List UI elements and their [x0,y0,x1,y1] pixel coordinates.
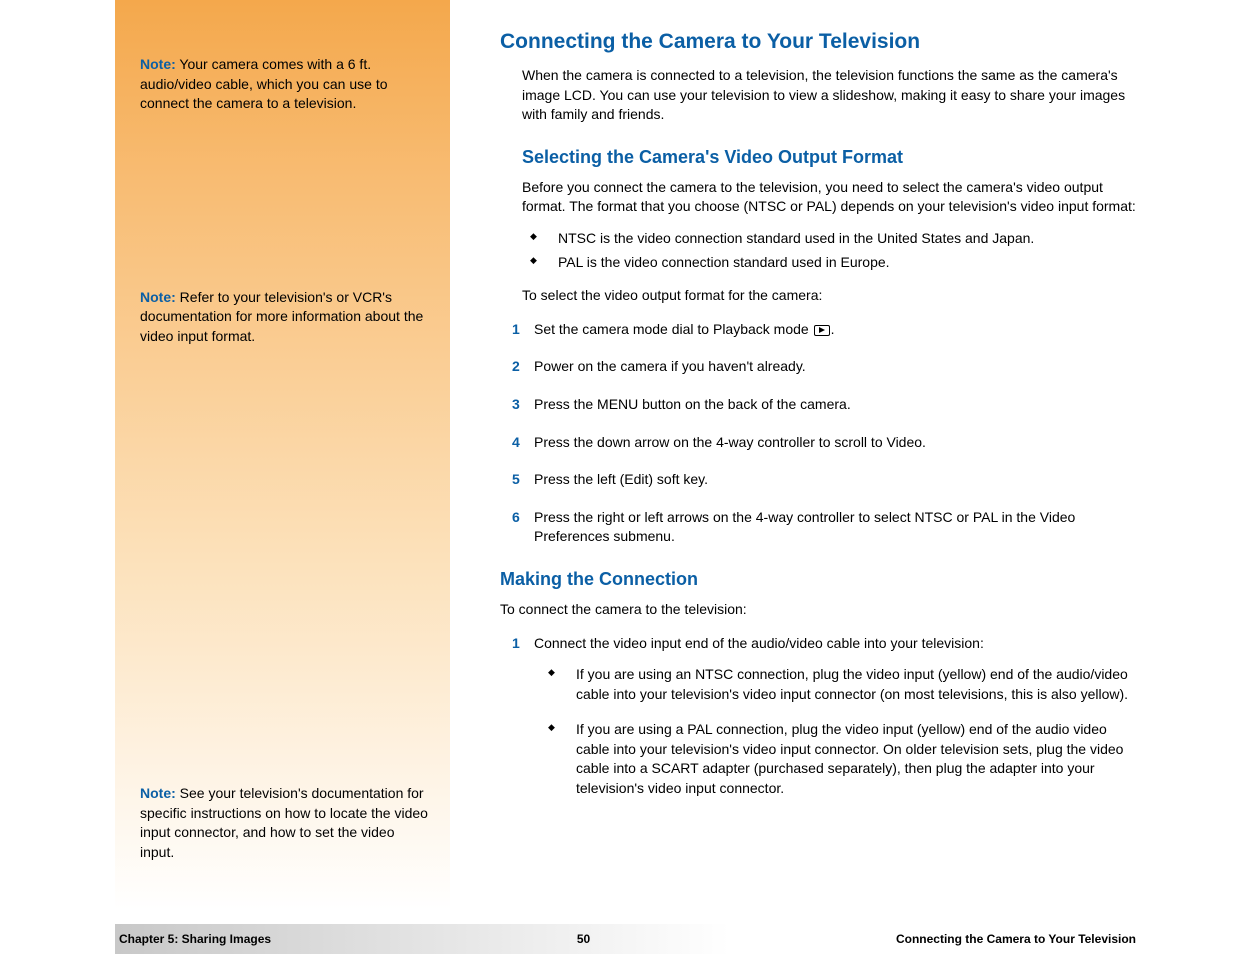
step-5: 5 Press the left (Edit) soft key. [512,470,1140,490]
note-label: Note: [140,289,176,305]
step-number: 3 [512,395,520,415]
note-text: Your camera comes with a 6 ft. audio/vid… [140,56,388,111]
conn-step-1: 1 Connect the video input end of the aud… [512,634,1140,799]
note-text: See your television's documentation for … [140,785,428,860]
intro-paragraph: When the camera is connected to a televi… [522,66,1140,125]
section1-para2: To select the video output format for th… [522,286,1140,306]
main-content: Connecting the Camera to Your Television… [450,0,1235,910]
note-label: Note: [140,785,176,801]
bullet-pal: PAL is the video connection standard use… [530,253,1140,273]
section-heading-connection: Making the Connection [500,569,1140,590]
sidebar-note-1: Note: Your camera comes with a 6 ft. aud… [140,55,430,114]
footer-section-title: Connecting the Camera to Your Television [896,932,1136,946]
step-text-before: Set the camera mode dial to Playback mod… [534,321,813,337]
sidebar: Note: Your camera comes with a 6 ft. aud… [115,0,450,910]
step-number: 1 [512,634,520,654]
step-text: Press the MENU button on the back of the… [534,396,851,412]
sidebar-note-2: Note: Refer to your television's or VCR'… [140,288,430,347]
format-bullet-list: NTSC is the video connection standard us… [530,229,1140,272]
note-text: Refer to your television's or VCR's docu… [140,289,423,344]
step-text: Power on the camera if you haven't alrea… [534,358,806,374]
step-2: 2 Power on the camera if you haven't alr… [512,357,1140,377]
step-3: 3 Press the MENU button on the back of t… [512,395,1140,415]
step-text: Press the left (Edit) soft key. [534,471,708,487]
step-1: 1 Set the camera mode dial to Playback m… [512,320,1140,340]
step-text: Connect the video input end of the audio… [534,635,984,651]
sub-bullet-list: If you are using an NTSC connection, plu… [548,665,1140,799]
bullet-ntsc: NTSC is the video connection standard us… [530,229,1140,249]
page-footer: Chapter 5: Sharing Images 50 Connecting … [115,924,1140,954]
step-number: 1 [512,320,520,340]
steps-connection: 1 Connect the video input end of the aud… [512,634,1140,799]
step-number: 5 [512,470,520,490]
page-container: Note: Your camera comes with a 6 ft. aud… [0,0,1235,910]
sidebar-note-3: Note: See your television's documentatio… [140,784,430,862]
step-text-after: . [831,321,835,337]
section2-para1: To connect the camera to the television: [500,600,1140,620]
section1-para1: Before you connect the camera to the tel… [522,178,1140,217]
step-text: Press the right or left arrows on the 4-… [534,509,1075,545]
page-heading: Connecting the Camera to Your Television [500,30,1140,54]
step-number: 2 [512,357,520,377]
step-text: Press the down arrow on the 4-way contro… [534,434,926,450]
footer-page-number: 50 [271,932,896,946]
steps-video-format: 1 Set the camera mode dial to Playback m… [512,320,1140,547]
sub-bullet-pal: If you are using a PAL connection, plug … [548,720,1140,798]
step-6: 6 Press the right or left arrows on the … [512,508,1140,547]
section-heading-video-format: Selecting the Camera's Video Output Form… [522,147,1140,168]
step-4: 4 Press the down arrow on the 4-way cont… [512,433,1140,453]
step-number: 6 [512,508,520,528]
step-number: 4 [512,433,520,453]
footer-chapter: Chapter 5: Sharing Images [119,932,271,946]
sub-bullet-ntsc: If you are using an NTSC connection, plu… [548,665,1140,704]
playback-icon [814,325,830,336]
note-label: Note: [140,56,176,72]
